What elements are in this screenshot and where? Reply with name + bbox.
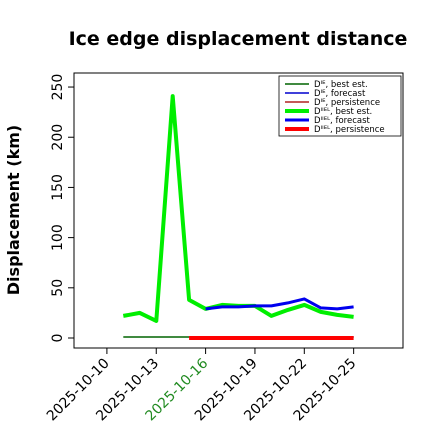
y-tick-label: 0 (50, 334, 66, 343)
legend-entry: Dᴵᴵᴱᴸ, forecast (314, 116, 371, 126)
y-axis-label: Displacement (km) (4, 125, 23, 295)
legend-entry: Dᴵᴵᴱᴸ, best est. (314, 107, 372, 117)
y-tick-label: 250 (50, 74, 66, 101)
plot-frame (73, 72, 404, 349)
legend-entry: Dᴵᴱ, persistence (314, 98, 380, 108)
legend-entry: Dᴵᴵᴱᴸ, persistence (314, 125, 385, 135)
series-line-4 (205, 297, 354, 311)
plot-area (122, 94, 354, 340)
legend-box (278, 75, 402, 137)
y-tick-label: 200 (50, 124, 66, 151)
legend-entry: Dᴵᴱ, best est. (314, 80, 368, 90)
y-tick-label: 150 (50, 174, 66, 201)
legend-entry: Dᴵᴱ, forecast (314, 89, 366, 99)
y-tick-label: 50 (50, 279, 66, 297)
y-tick-label: 100 (50, 224, 66, 251)
chart-title: Ice edge displacement distance (69, 28, 408, 50)
